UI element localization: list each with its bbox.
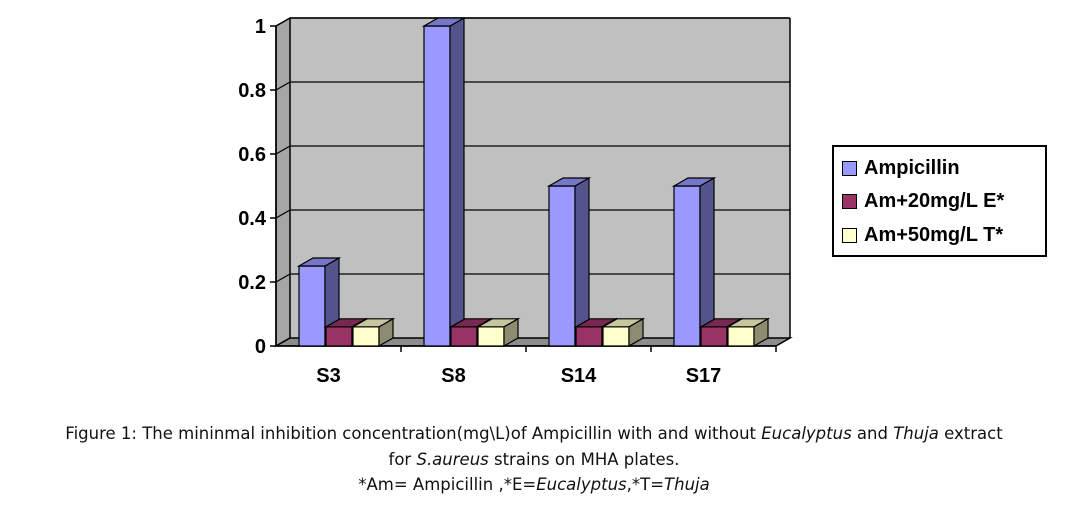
caption-text: for: [388, 450, 417, 469]
legend-label-am-20-e: Am+20mg/L E*: [864, 189, 1005, 212]
bar-top: [421, 17, 467, 27]
legend-label-am-50-t: Am+50mg/L T*: [864, 223, 1004, 246]
caption-italic: S.aureus: [416, 450, 489, 469]
caption-text: strains on MHA plates.: [488, 450, 680, 469]
bar-top: [671, 177, 717, 187]
bar-top: [475, 318, 521, 328]
x-tick-label: S3: [316, 365, 340, 387]
bar-front: [450, 326, 478, 347]
y-tick-label: 0: [255, 336, 266, 358]
legend-item-am-20-e: Am+20mg/L E*: [842, 188, 1004, 214]
bar-top: [350, 318, 396, 328]
bar: [671, 176, 717, 348]
caption-italic: Thuja: [664, 475, 710, 494]
bar: [421, 16, 467, 348]
legend-swatch-ampicillin: [842, 160, 857, 176]
bar-front: [477, 326, 505, 347]
x-tick-labels: S3 S8 S14 S17: [316, 365, 721, 387]
bar: [600, 317, 646, 348]
caption-text: Figure 1: The mininmal inhibition concen…: [65, 424, 762, 443]
gridline-diag: [275, 209, 291, 219]
bar-front: [325, 326, 353, 347]
legend-label-ampicillin: Ampicillin: [864, 156, 960, 179]
gridline-diag: [275, 145, 291, 155]
gridline-diag: [275, 273, 291, 283]
bar-front: [298, 265, 326, 347]
plot-area: [273, 16, 793, 348]
caption-text: and: [851, 424, 894, 443]
bar-top: [296, 257, 342, 267]
bar: [725, 317, 771, 348]
bar: [546, 176, 592, 348]
bar-front: [673, 185, 701, 347]
y-tick-label: 0.8: [238, 80, 266, 102]
bar-front: [352, 326, 380, 347]
x-tick-label: S14: [561, 365, 597, 387]
plot-background: [276, 18, 790, 346]
bar-top: [725, 318, 771, 328]
y-tick-label: 1: [255, 16, 266, 38]
legend-swatch-am-20-e: [842, 193, 857, 209]
caption-text: extract: [938, 424, 1003, 443]
bar-side: [449, 16, 465, 348]
gridlines: [275, 17, 791, 338]
bar: [350, 317, 396, 348]
bar-front: [602, 326, 630, 347]
caption-text: *Am= Ampicillin ,*E=: [358, 475, 537, 494]
bars: [296, 16, 771, 348]
gridline-diag: [275, 81, 291, 91]
figure-caption-line-2: for S.aureus strains on MHA plates.: [0, 450, 1068, 469]
gridline-diag: [275, 17, 291, 27]
bar-front: [548, 185, 576, 347]
bar: [475, 317, 521, 348]
caption-italic: Thuja: [893, 424, 939, 443]
bar-top: [546, 177, 592, 187]
bar-front: [423, 25, 451, 347]
bar-front: [727, 326, 755, 347]
bar-chart: 0 0.2 0.4 0.6 0.8 1 S3 S8 S14 S17: [238, 16, 793, 387]
legend-swatch-am-50-t: [842, 227, 857, 243]
caption-italic: Eucalyptus: [536, 475, 627, 494]
x-tick-label: S17: [686, 365, 722, 387]
bar-top: [600, 318, 646, 328]
figure-caption-line-3: *Am= Ampicillin ,*E=Eucalyptus,*T=Thuja: [0, 475, 1068, 494]
legend-item-am-50-t: Am+50mg/L T*: [842, 222, 1003, 248]
bar-front: [700, 326, 728, 347]
legend-item-ampicillin: Ampicillin: [842, 155, 960, 181]
y-tick-label: 0.2: [238, 272, 266, 294]
y-tick-label: 0.4: [238, 208, 267, 230]
legend: Ampicillin Am+20mg/L E* Am+50mg/L T*: [832, 145, 1047, 257]
y-tick-label: 0.6: [238, 144, 266, 166]
side-wall: [275, 16, 291, 348]
bar: [296, 256, 342, 348]
caption-italic: Eucalyptus: [761, 424, 852, 443]
caption-text: ,*T=: [626, 475, 665, 494]
x-tick-label: S8: [441, 365, 465, 387]
y-tick-labels: 0 0.2 0.4 0.6 0.8 1: [238, 16, 267, 358]
bar-front: [575, 326, 603, 347]
figure-caption-line-1: Figure 1: The mininmal inhibition concen…: [0, 424, 1068, 443]
